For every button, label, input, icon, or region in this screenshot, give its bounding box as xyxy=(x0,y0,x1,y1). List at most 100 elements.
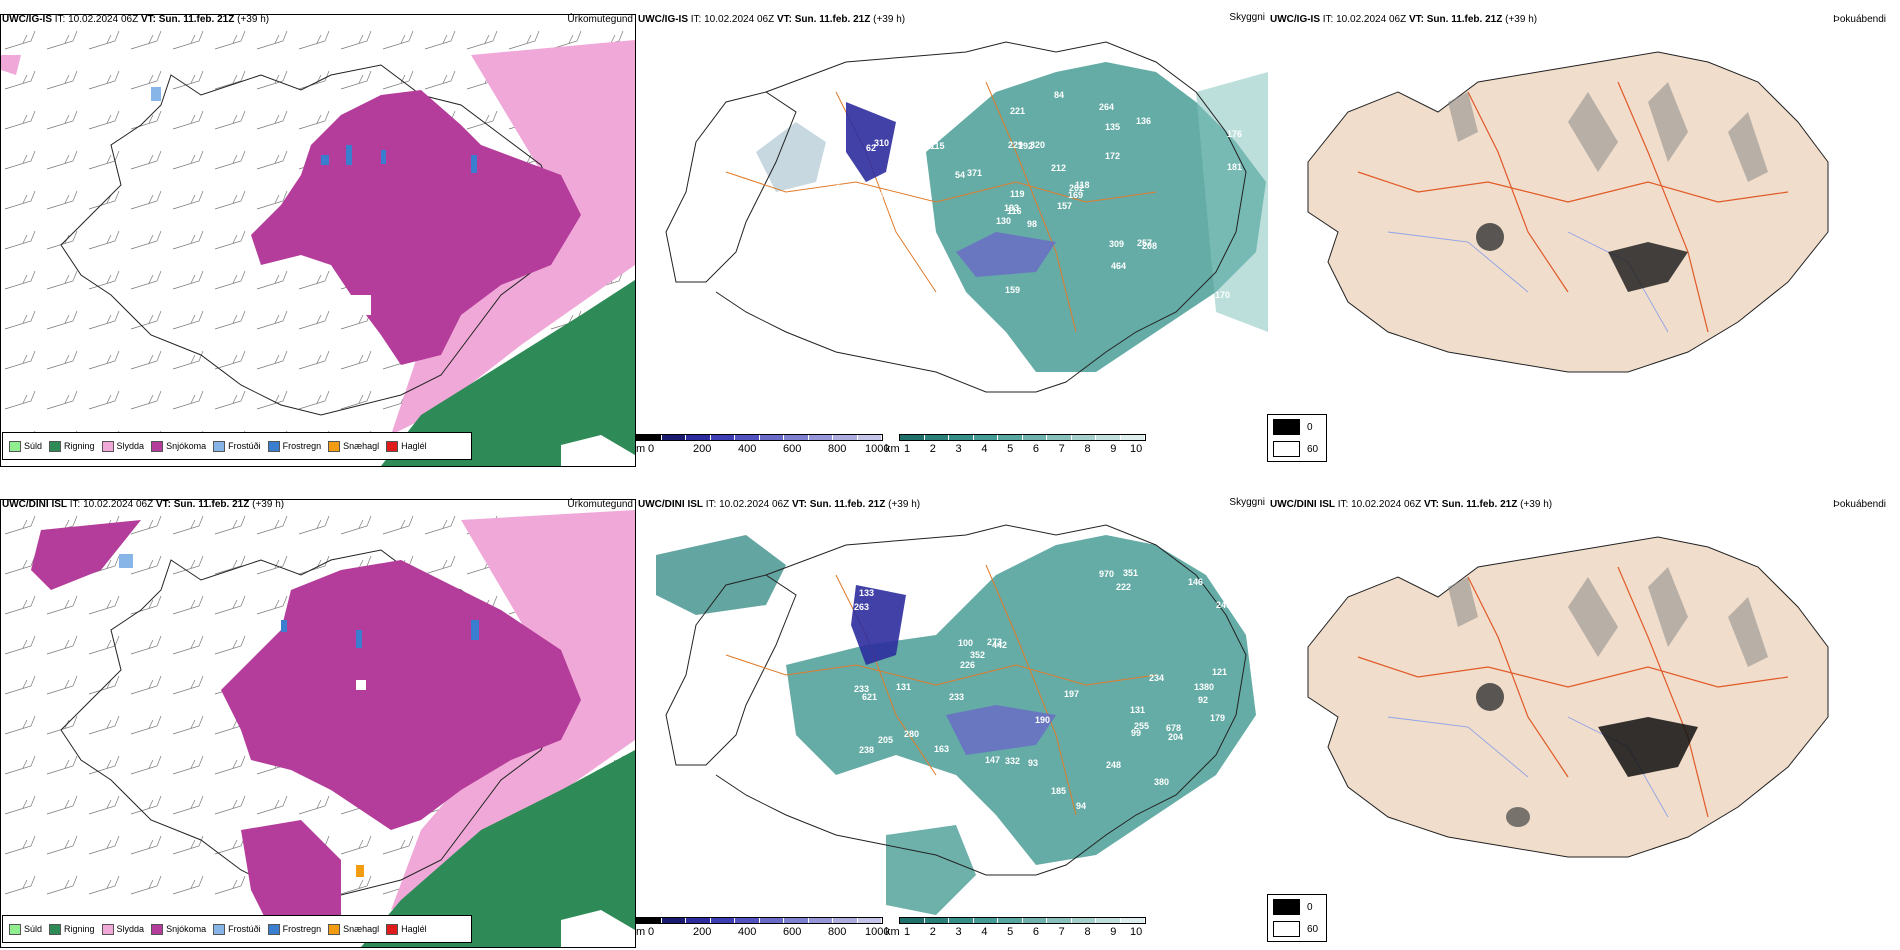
visibility-value-label: 136 xyxy=(1136,116,1151,126)
it-value: 10.02.2024 06Z xyxy=(719,499,790,510)
visibility-value-label: 193 xyxy=(1004,203,1019,213)
visibility-value-label: 255 xyxy=(918,596,933,606)
visibility-value-label: 170 xyxy=(1215,290,1230,300)
visibility-value-label: 310 xyxy=(874,138,889,148)
visibility-value-label: 259 xyxy=(1220,317,1235,327)
visibility-value-label: 223 xyxy=(938,272,953,282)
scale-bar-km xyxy=(899,434,1146,441)
visibility-panel-top: UWC/IG-IS IT: 10.02.2024 06Z VT: Sun. 11… xyxy=(636,12,1327,467)
visibility-value-label: 98 xyxy=(1027,219,1037,229)
precip-panel-type-bottom: Úrkomutegund xyxy=(567,499,633,510)
fog-legend-swatch xyxy=(1273,441,1300,457)
visibility-value-label: 349 xyxy=(892,96,907,106)
scale-tick-m: 1000 xyxy=(865,926,890,938)
precip-panel-top: UWC/IG-IS IT: 10.02.2024 06Z VT: Sun. 11… xyxy=(0,12,636,467)
it-value: 10.02.2024 06Z xyxy=(704,14,775,25)
visibility-value-label: 226 xyxy=(960,660,975,670)
fog-legend-swatch xyxy=(1273,899,1300,915)
scale-tick-km: 8 xyxy=(1084,443,1091,455)
legend-item: Snæhagl xyxy=(328,440,379,452)
scale-tick-km: 8 xyxy=(1084,926,1091,938)
visibility-value-label: 145 xyxy=(868,191,883,201)
scale-tick-m: 0 xyxy=(648,926,655,938)
visibility-value-label: 176 xyxy=(1227,129,1242,139)
visibility-value-label: 185 xyxy=(1051,786,1066,796)
it-value: 10.02.2024 06Z xyxy=(68,14,139,25)
it-value: 10.02.2024 06Z xyxy=(83,499,154,510)
it-label: IT: xyxy=(690,14,702,25)
visibility-value-label: 231 xyxy=(1185,316,1200,326)
legend-item: Súld xyxy=(9,923,42,935)
precip-panel-type-top: Úrkomutegund xyxy=(567,14,633,25)
visibility-value-label: 273 xyxy=(987,637,1002,647)
legend-item: Haglél xyxy=(386,923,427,935)
fog-panel-type-top: Þokuábendi xyxy=(1833,14,1886,25)
scale-tick-km: 1 xyxy=(904,926,911,938)
visibility-value-label: 201 xyxy=(932,268,947,278)
visibility-value-label: 118 xyxy=(1075,180,1090,190)
visibility-value-label: 208 xyxy=(1142,241,1157,251)
visibility-value-label: 248 xyxy=(1106,760,1121,770)
legend-item: Slydda xyxy=(101,440,144,452)
panel-title-bottom-visibility: UWC/DINI ISL IT: 10.02.2024 06Z VT: Sun.… xyxy=(638,499,920,510)
fog-legend-bottom: 0 60 xyxy=(1267,894,1327,942)
legend-item: Frostúði xyxy=(213,440,261,452)
visibility-value-label: 442 xyxy=(992,640,1007,650)
visibility-map-top: 98 62 116 221 202 223 264 320 135 157 349 259 145 176… xyxy=(665,41,1268,393)
panel-title-top-precip: UWC/IG-IS IT: 10.02.2024 06Z VT: Sun. 11… xyxy=(2,14,269,25)
legend-item: Frostúði xyxy=(213,923,261,935)
scale-tick-m: 400 xyxy=(738,443,757,455)
scale-tick-km: 9 xyxy=(1110,926,1117,938)
visibility-value-label: 621 xyxy=(862,692,877,702)
visibility-value-label: 112 xyxy=(819,170,834,180)
visibility-scale-bottom: m 0 200 400 600 800 1000 km 1 2 3 4 5 6 7 8 9 10 xyxy=(636,915,1156,950)
fog-panel-top: UWC/IG-IS IT: 10.02.2024 06Z VT: Sun. 11… xyxy=(1268,12,1900,467)
scale-tick-km: 7 xyxy=(1058,443,1065,455)
visibility-value-label: 269 xyxy=(868,780,883,790)
visibility-value-label: 80 xyxy=(909,178,919,188)
precip-panel-bottom: UWC/DINI ISL IT: 10.02.2024 06Z VT: Sun.… xyxy=(0,497,636,950)
visibility-value-label: 135 xyxy=(1105,122,1120,132)
legend-item: Rigning xyxy=(49,440,95,452)
visibility-value-label: 131 xyxy=(896,682,911,692)
fog-legend-label: 60 xyxy=(1307,443,1319,455)
lead-time: (+39 h) xyxy=(888,499,921,510)
visibility-value-label: 678 xyxy=(1166,723,1181,733)
visibility-value-label: 169 xyxy=(1068,190,1083,200)
visibility-value-label: 320 xyxy=(1030,140,1045,150)
panel-title-bottom-precip: UWC/DINI ISL IT: 10.02.2024 06Z VT: Sun.… xyxy=(2,499,284,510)
scale-tick-km: 3 xyxy=(955,443,962,455)
lead-time: (+39 h) xyxy=(873,14,906,25)
legend-item: Frostregn xyxy=(267,923,321,935)
scale-tick-km: 4 xyxy=(981,926,988,938)
scale-tick-km: 3 xyxy=(955,926,962,938)
visibility-value-label: 204 xyxy=(1168,732,1183,742)
visibility-value-label: 147 xyxy=(985,755,1000,765)
scale-unit-km: km xyxy=(885,926,900,938)
scale-tick-m: 0 xyxy=(648,443,655,455)
visibility-value-label: 234 xyxy=(1149,673,1164,683)
vt-value: Sun. 11.feb. 21Z xyxy=(1426,14,1503,25)
fog-legend-item: 60 xyxy=(1273,921,1318,937)
lead-time: (+39 h) xyxy=(1505,14,1538,25)
visibility-value-label: 92 xyxy=(1198,695,1208,705)
fog-legend-top: 0 60 xyxy=(1267,414,1327,462)
visibility-value-label: 197 xyxy=(1064,689,1079,699)
legend-item: Slydda xyxy=(101,923,144,935)
precip-map-top xyxy=(1,15,635,466)
lead-time: (+39 h) xyxy=(237,14,270,25)
scale-tick-m: 600 xyxy=(783,926,802,938)
scale-unit-m: m xyxy=(636,443,646,455)
visibility-value-label: 54 xyxy=(955,170,965,180)
legend-item: Frostregn xyxy=(267,440,321,452)
vt-value: Sun. 11.feb. 21Z xyxy=(158,14,235,25)
fog-legend-item: 0 xyxy=(1273,419,1313,435)
scale-tick-m: 600 xyxy=(783,443,802,455)
visibility-value-label: 238 xyxy=(859,745,874,755)
vt-value: Sun. 11.feb. 21Z xyxy=(173,499,250,510)
scale-tick-km: 5 xyxy=(1007,926,1014,938)
it-label: IT: xyxy=(705,499,717,510)
legend-item: Snjókoma xyxy=(151,440,206,452)
legend-item: Rigning xyxy=(49,923,95,935)
visibility-value-label: 237 xyxy=(889,321,904,331)
